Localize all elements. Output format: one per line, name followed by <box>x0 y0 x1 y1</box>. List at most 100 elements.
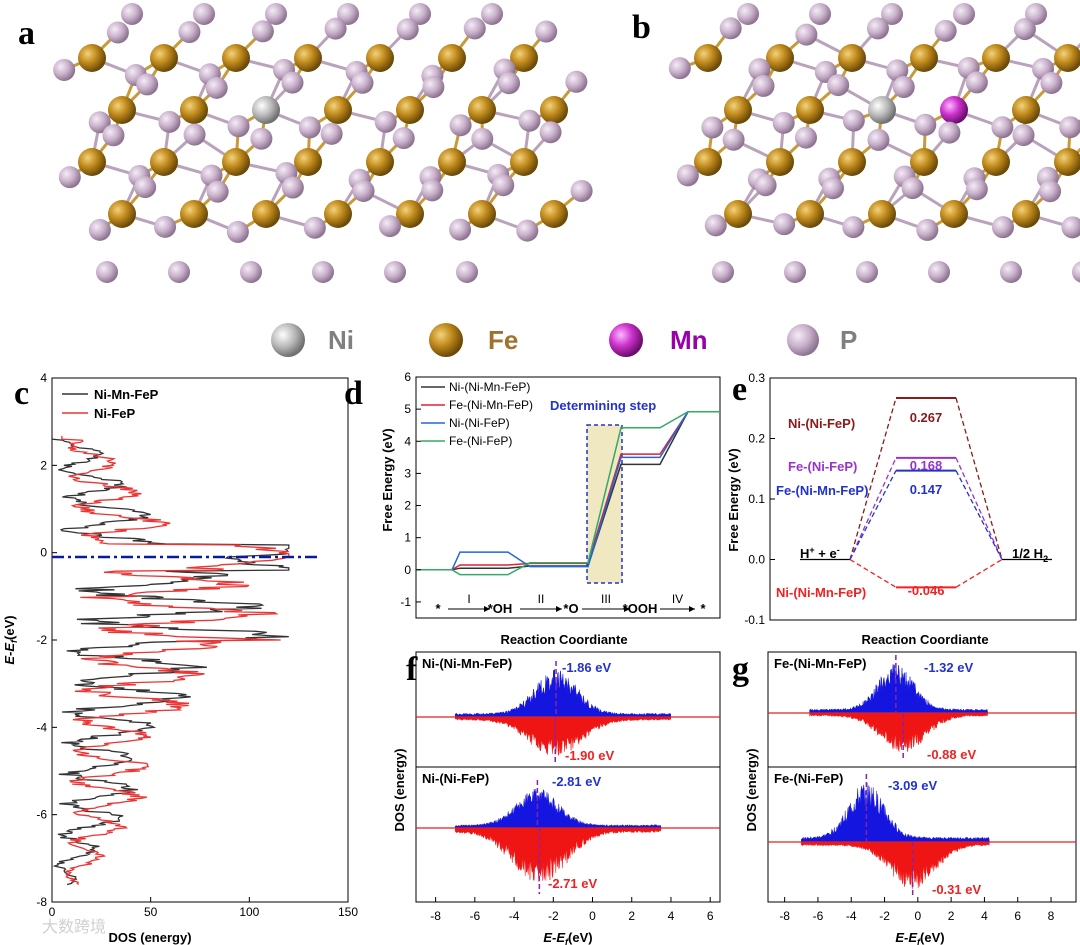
x-tick-label: -8 <box>430 909 441 923</box>
p-atom <box>421 179 444 202</box>
legend-ni-(ni-mn-fep): Ni-(Ni-Mn-FeP) <box>449 380 530 394</box>
y-tick-label: -4 <box>36 720 47 734</box>
p-atom <box>227 115 250 138</box>
panel-label-a: a <box>18 15 35 52</box>
chart-f-xlabel-main: E-E <box>543 930 565 945</box>
p-atom <box>827 74 850 97</box>
x-tick-label: 6 <box>707 909 714 923</box>
fe-atom <box>396 200 424 228</box>
chart-e-end-label: 1/2 H2 <box>1012 546 1048 564</box>
p-atom <box>240 261 262 283</box>
legend-mn-label: Mn <box>670 325 708 355</box>
p-atom <box>965 178 988 201</box>
p-atom <box>928 261 950 283</box>
p-atom <box>298 116 321 139</box>
chart-c-legend: Ni-Mn-FeP Ni-FeP <box>62 387 159 421</box>
step-label: III <box>601 592 611 606</box>
p-atom <box>396 18 419 41</box>
p-atom <box>374 110 397 133</box>
p-atom <box>281 71 304 94</box>
p-atom <box>422 76 445 99</box>
p-atom <box>193 3 215 25</box>
fe-atom <box>910 148 938 176</box>
chart-f-sub1-name: Ni-(Ni-Mn-FeP) <box>422 656 512 671</box>
y-tick-label: -0.1 <box>744 613 765 627</box>
fe-atom <box>838 44 866 72</box>
p-atom <box>206 180 229 203</box>
y-tick-label: 2 <box>40 458 47 472</box>
chart-f-ticks: -8 -6 -4 -2 0 2 4 6 <box>430 897 714 923</box>
p-atom <box>886 59 909 82</box>
chart-e-ylabel: Free Energy (eV) <box>726 448 741 551</box>
connector-right <box>955 457 1003 560</box>
p-atom <box>471 127 494 150</box>
connector-left <box>849 457 897 560</box>
p-atom <box>965 71 988 94</box>
p-atom <box>773 213 796 236</box>
fe-atom <box>838 148 866 176</box>
p-atom <box>96 261 118 283</box>
level-value-label: -0.046 <box>908 583 945 598</box>
p-atom <box>539 121 562 144</box>
fe-atom <box>796 200 824 228</box>
level-name-label: Fe-(Ni-FeP) <box>788 459 857 474</box>
panel-label-g: g <box>732 651 749 688</box>
connector-left <box>849 558 897 588</box>
p-atom <box>463 17 486 40</box>
p-atom <box>676 164 699 187</box>
chart-e: 0.267 Ni-(Ni-FeP) 0.168 Fe-(Ni-FeP) 0.147 Fe-… <box>726 371 1077 647</box>
y-tick-label: 0 <box>40 546 47 560</box>
p-atom <box>901 177 924 200</box>
chart-g-xlabel-sub: f <box>917 937 921 945</box>
y-tick-label: -8 <box>36 895 47 909</box>
chart-e-start-sup2: - <box>837 545 840 555</box>
panel-label-b: b <box>632 9 651 46</box>
connector-left <box>849 397 897 560</box>
p-atom <box>991 116 1014 139</box>
p-atom <box>938 121 961 144</box>
mn-atom <box>940 96 968 124</box>
chart-g-areas <box>768 655 1076 898</box>
dos-spin-down-area <box>809 712 989 752</box>
p-atom <box>772 111 795 134</box>
p-atom <box>867 128 890 151</box>
chart-f-down2-label: -2.71 eV <box>548 876 597 891</box>
fe-atom <box>252 200 280 228</box>
x-tick-label: 4 <box>668 909 675 923</box>
connector-right <box>955 470 1003 560</box>
fe-atom-icon <box>429 323 463 357</box>
chart-d-states: * *OH *O *OOH *I II III IV <box>435 592 706 616</box>
y-tick-label: 3 <box>404 466 411 480</box>
fe-atom <box>468 96 496 124</box>
chart-f-areas <box>416 661 720 894</box>
fe-atom <box>982 44 1010 72</box>
p-atom <box>737 3 759 25</box>
chart-d-ylabel: Free Energy (eV) <box>380 428 395 531</box>
arrow-head <box>484 606 490 612</box>
chart-d-lines <box>416 410 720 576</box>
fe-atom <box>510 148 538 176</box>
step-label: IV <box>672 592 683 606</box>
p-atom <box>136 73 159 96</box>
x-tick-label: -8 <box>779 909 790 923</box>
panel-label-e: e <box>732 371 747 408</box>
atom-legend: Ni Fe Mn P <box>271 323 857 357</box>
y-tick-label: 0.3 <box>748 371 765 385</box>
p-atom <box>1025 3 1047 25</box>
p-atom <box>351 71 374 94</box>
p-atom <box>704 214 727 237</box>
p-atom <box>719 17 742 40</box>
crystal-structure-ni-mn-fep <box>668 3 1080 283</box>
step-label: II <box>538 592 545 606</box>
dos-spin-up-area <box>809 663 989 714</box>
state-label: *OOH <box>623 601 658 616</box>
p-atom <box>102 124 125 147</box>
x-tick-label: 100 <box>239 905 259 919</box>
fe-atom <box>510 44 538 72</box>
chart-g: -8 -6 -4 -2 0 2 4 6 8 Fe-(Ni-Mn-FeP) Fe-(Ni-FeP)… <box>744 651 1077 945</box>
chart-c-ylabel-unit: (eV) <box>2 615 17 640</box>
fe-atom <box>910 44 938 72</box>
p-atom <box>88 218 111 241</box>
fe-atom <box>438 44 466 72</box>
